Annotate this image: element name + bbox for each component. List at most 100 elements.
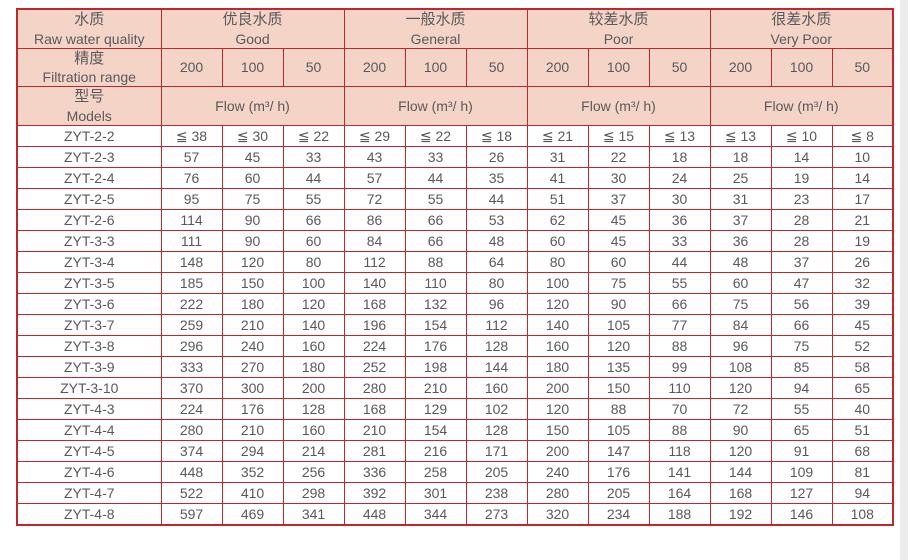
- flow-value-cell: 259: [160, 314, 223, 337]
- spec-table-container: 水质 Raw water quality 优良水质 Good 一般水质 General…: [16, 8, 894, 527]
- flow-value-cell: 114: [160, 209, 223, 232]
- flow-value-cell: ≦ 21: [526, 125, 589, 148]
- flow-value-cell: 196: [343, 314, 406, 337]
- flow-value-cell: 60: [526, 230, 589, 253]
- model-cell: ZYT-3-10: [16, 377, 162, 400]
- flow-value-cell: 31: [709, 188, 772, 211]
- flow-value-cell: 80: [465, 272, 528, 295]
- quality-group-en: Good: [235, 30, 270, 47]
- model-cell: ZYT-4-5: [16, 440, 162, 463]
- flow-value-cell: 168: [343, 293, 406, 316]
- table-row: ZYT-3-10 370 300 200 280 210 160 200 150 110 120 94…: [16, 377, 894, 400]
- flow-value-cell: ≦ 30: [221, 125, 284, 148]
- flow-value-cell: 39: [831, 293, 894, 316]
- table-row: ZYT-4-4 280 210 160 210 154 128 150 105 88 90 65 51: [16, 419, 894, 442]
- flow-value-cell: 140: [526, 314, 589, 337]
- flow-value-cell: 180: [282, 356, 345, 379]
- flow-value-cell: 224: [160, 398, 223, 421]
- flow-value-cell: 168: [343, 398, 406, 421]
- flow-value-cell: 341: [282, 503, 345, 526]
- flow-value-cell: ≦ 15: [587, 125, 650, 148]
- table-row: ZYT-3-8 296 240 160 224 176 128 160 120 88 96 75 52: [16, 335, 894, 358]
- flow-value-cell: 210: [221, 314, 284, 337]
- flow-capacity-table: 水质 Raw water quality 优良水质 Good 一般水质 General…: [16, 8, 894, 527]
- flow-value-cell: 36: [709, 230, 772, 253]
- flow-value-cell: 60: [709, 272, 772, 295]
- flow-value-cell: 111: [160, 230, 223, 253]
- model-cell: ZYT-3-6: [16, 293, 162, 316]
- flow-value-cell: ≦ 13: [648, 125, 711, 148]
- quality-group-4: 很差水质 Very Poor: [709, 8, 894, 49]
- filtration-value-cell: 50: [648, 47, 711, 88]
- flow-value-cell: 210: [343, 419, 406, 442]
- filtration-value-cell: 100: [404, 47, 467, 88]
- flow-value-cell: 33: [404, 146, 467, 169]
- flow-value-cell: 75: [587, 272, 650, 295]
- flow-value-cell: 41: [526, 167, 589, 190]
- flow-value-cell: 90: [221, 209, 284, 232]
- table-row: ZYT-3-5 185 150 100 140 110 80 100 75 55 60 47 32: [16, 272, 894, 295]
- flow-value-cell: 45: [587, 230, 650, 253]
- table-row: ZYT-2-5 95 75 55 72 55 44 51 37 30 31 23 17: [16, 188, 894, 211]
- flow-value-cell: 112: [343, 251, 406, 274]
- filtration-value-cell: 100: [221, 47, 284, 88]
- flow-value-cell: 44: [404, 167, 467, 190]
- flow-value-cell: 33: [282, 146, 345, 169]
- flow-value-cell: ≦ 13: [709, 125, 772, 148]
- flow-value-cell: 26: [831, 251, 894, 274]
- flow-value-cell: 522: [160, 482, 223, 505]
- scrollbar-track[interactable]: [900, 0, 908, 560]
- table-row: ZYT-3-6 222 180 120 168 132 96 120 90 66 75 56 39: [16, 293, 894, 316]
- flow-value-cell: 205: [587, 482, 650, 505]
- flow-value-cell: 76: [160, 167, 223, 190]
- flow-value-cell: 160: [282, 335, 345, 358]
- flow-value-cell: 140: [282, 314, 345, 337]
- flow-value-cell: 22: [587, 146, 650, 169]
- quality-group-zh: 很差水质: [771, 11, 832, 28]
- model-cell: ZYT-2-6: [16, 209, 162, 232]
- flow-value-cell: 112: [465, 314, 528, 337]
- flow-value-cell: 48: [709, 251, 772, 274]
- flow-value-cell: 81: [831, 461, 894, 484]
- flow-value-cell: 45: [221, 146, 284, 169]
- flow-value-cell: 127: [770, 482, 833, 505]
- flow-value-cell: 68: [831, 440, 894, 463]
- flow-value-cell: 66: [282, 209, 345, 232]
- flow-value-cell: 45: [587, 209, 650, 232]
- flow-value-cell: 129: [404, 398, 467, 421]
- table-body: ZYT-2-2 ≦ 38 ≦ 30 ≦ 22 ≦ 29 ≦ 22 ≦ 18 ≦ 21 ≦ 15 ≦…: [16, 125, 894, 526]
- flow-value-cell: 128: [465, 419, 528, 442]
- flow-value-cell: 240: [526, 461, 589, 484]
- flow-value-cell: 80: [282, 251, 345, 274]
- flow-value-cell: 273: [465, 503, 528, 526]
- flow-value-cell: 469: [221, 503, 284, 526]
- flow-value-cell: 55: [404, 188, 467, 211]
- flow-value-cell: 120: [282, 293, 345, 316]
- flow-value-cell: 240: [221, 335, 284, 358]
- flow-value-cell: 281: [343, 440, 406, 463]
- flow-value-cell: ≦ 29: [343, 125, 406, 148]
- table-row: ZYT-4-5 374 294 214 281 216 171 200 147 118 120 91 6…: [16, 440, 894, 463]
- filtration-header-cell: 精度 Filtration range: [16, 47, 162, 88]
- flow-value-cell: 64: [465, 251, 528, 274]
- flow-value-cell: 18: [648, 146, 711, 169]
- model-cell: ZYT-3-5: [16, 272, 162, 295]
- header-row-models: 型号 Models Flow (m³/ h) Flow (m³/ h) Flow (…: [16, 86, 894, 127]
- flow-value-cell: 72: [709, 398, 772, 421]
- flow-value-cell: 37: [709, 209, 772, 232]
- flow-value-cell: 25: [709, 167, 772, 190]
- flow-value-cell: 90: [709, 419, 772, 442]
- flow-value-cell: 75: [770, 335, 833, 358]
- model-cell: ZYT-4-6: [16, 461, 162, 484]
- flow-value-cell: 120: [587, 335, 650, 358]
- flow-value-cell: 26: [465, 146, 528, 169]
- flow-value-cell: 392: [343, 482, 406, 505]
- flow-value-cell: ≦ 38: [160, 125, 223, 148]
- flow-value-cell: 214: [282, 440, 345, 463]
- flow-value-cell: 24: [648, 167, 711, 190]
- flow-value-cell: 188: [648, 503, 711, 526]
- flow-value-cell: 86: [343, 209, 406, 232]
- quality-group-en: General: [410, 30, 461, 47]
- flow-value-cell: 154: [404, 419, 467, 442]
- model-cell: ZYT-3-9: [16, 356, 162, 379]
